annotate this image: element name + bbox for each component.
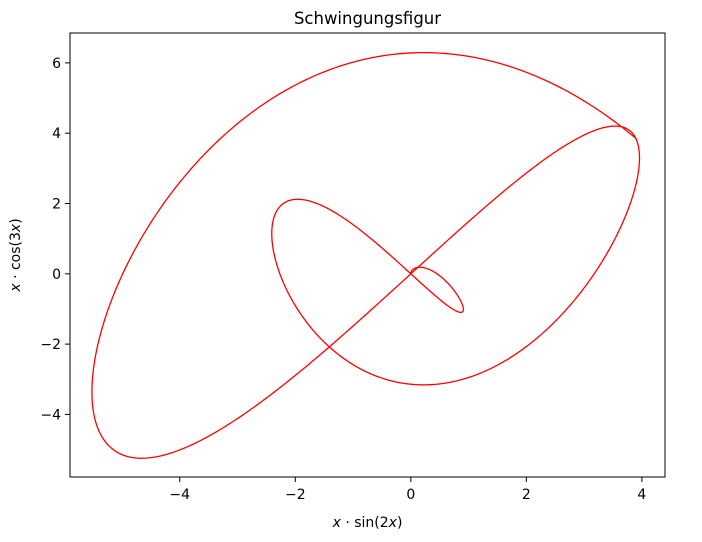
y-axis-label-var1: x <box>8 283 24 293</box>
x-axis-label-var2: x <box>388 515 398 531</box>
x-axis-label-var1: x <box>332 515 342 531</box>
y-axis-ticks: −4 −2 0 2 4 6 <box>40 56 70 423</box>
y-tick-label: 4 <box>52 126 61 142</box>
plot-area <box>69 32 666 478</box>
x-tick-label: 2 <box>522 487 531 503</box>
y-axis-label-func: · cos(3 <box>8 232 24 283</box>
chart-title: Schwingungsfigur <box>294 9 441 28</box>
y-tick-label: 0 <box>52 267 61 283</box>
series-line <box>91 51 641 459</box>
y-tick-label: 2 <box>52 196 61 212</box>
x-axis-label-func: · sin(2 <box>341 515 389 531</box>
y-axis-label-var2: x <box>8 223 24 233</box>
x-tick-label: −2 <box>285 487 306 503</box>
y-axis-label-close: ) <box>8 218 24 223</box>
x-tick-label: −4 <box>169 487 190 503</box>
plot-background <box>70 33 665 477</box>
x-axis-label-close: ) <box>397 515 402 531</box>
y-tick-label: −4 <box>40 407 61 423</box>
x-axis-ticks: −4 −2 0 2 4 <box>169 477 646 503</box>
x-axis-label: x · sin(2x) <box>332 515 403 531</box>
x-tick-label: 4 <box>637 487 646 503</box>
y-tick-label: 6 <box>52 56 61 72</box>
y-tick-label: −2 <box>40 337 61 353</box>
x-tick-label: 0 <box>406 487 415 503</box>
plot-frame <box>69 32 666 478</box>
y-axis-label: x · cos(3x) <box>8 218 24 292</box>
